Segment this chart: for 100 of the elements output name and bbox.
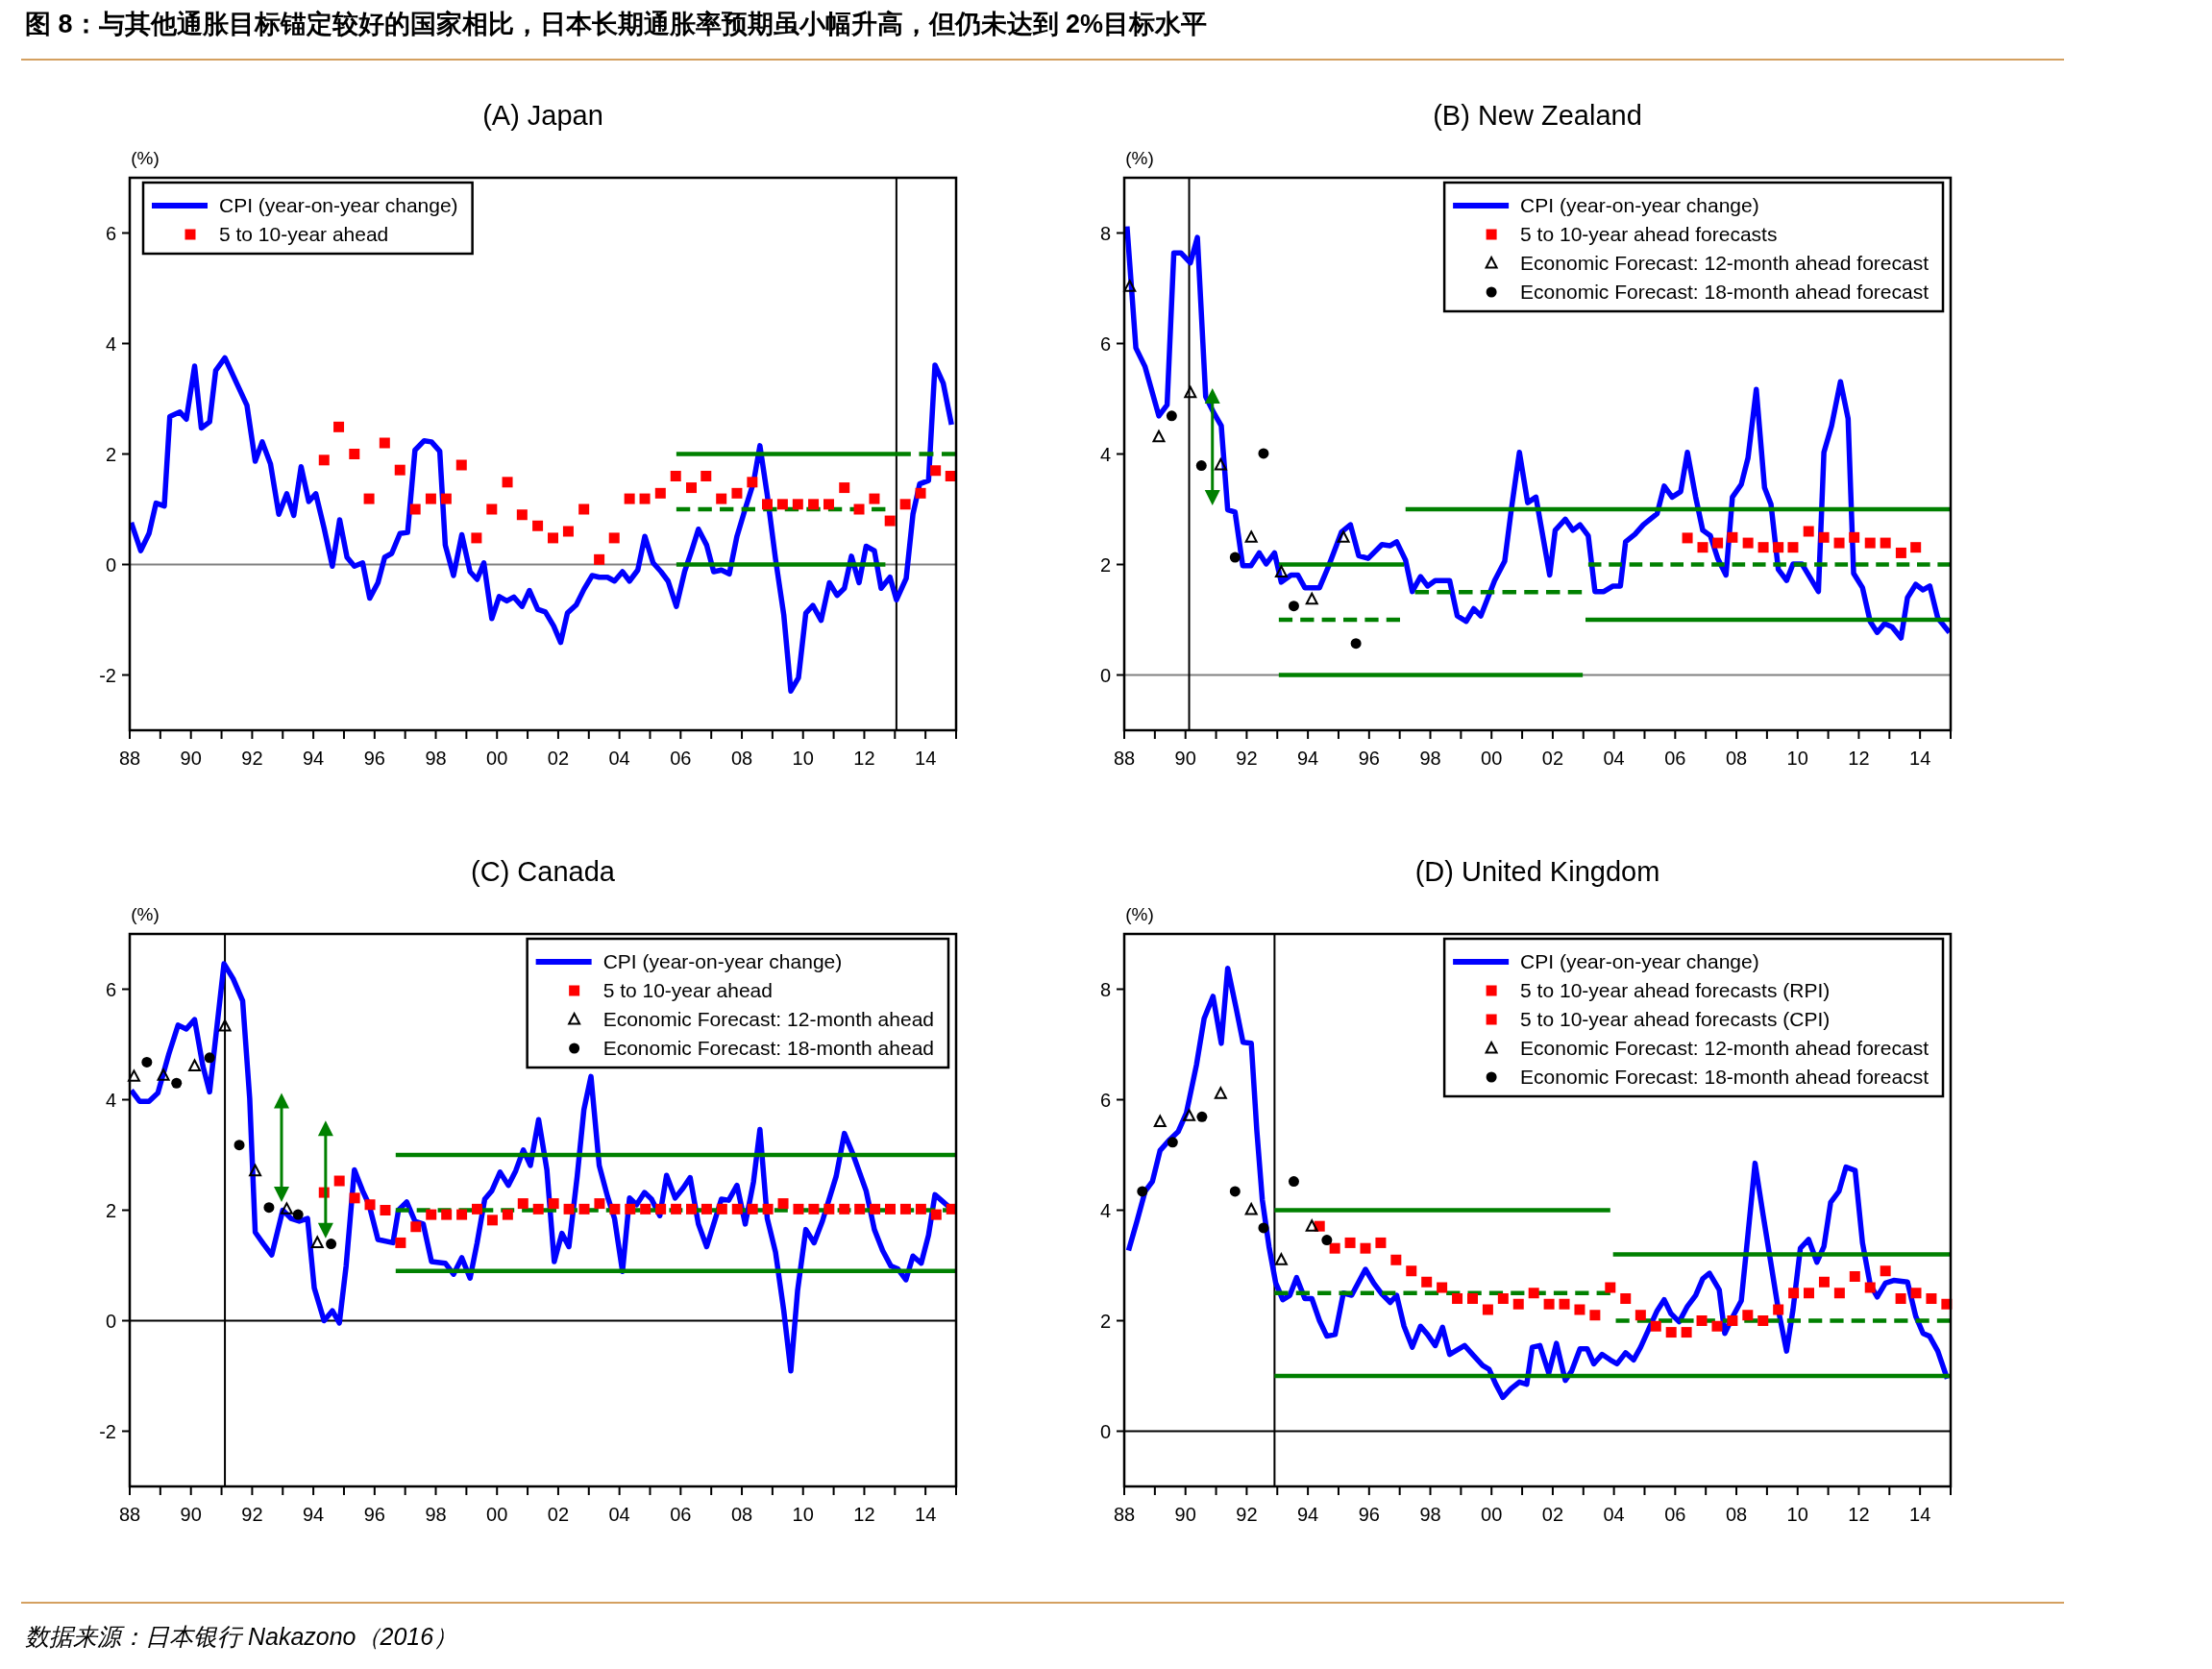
x-tick-label: 98 <box>1419 748 1441 769</box>
y-tick-label: 6 <box>1099 1089 1111 1111</box>
x-tick-label: 00 <box>1481 748 1503 769</box>
x-tick-label: 90 <box>180 1504 202 1525</box>
x-tick-label: 14 <box>915 748 937 769</box>
x-tick-label: 14 <box>1909 748 1931 769</box>
x-tick-label: 92 <box>1236 748 1258 769</box>
x-tick-label: 88 <box>118 1504 141 1525</box>
x-tick-label: 08 <box>730 748 753 769</box>
y-tick-label: 8 <box>1099 978 1111 1000</box>
caption: 图 8：与其他通胀目标锚定较好的国家相比，日本长期通胀率预期虽小幅升高，但仍未达到 2%目标水平 <box>25 10 1208 38</box>
x-tick-label: 00 <box>486 1504 508 1525</box>
legend-label: Economic Forecast: 18-month ahead foreacst <box>1520 1066 1929 1088</box>
legend-label: 5 to 10-year ahead forecasts (RPI) <box>1520 979 1831 1001</box>
legend-label: Economic Forecast: 12-month ahead forecast <box>1520 1037 1929 1059</box>
x-tick-label: 06 <box>1664 1504 1686 1525</box>
x-tick-label: 94 <box>302 748 325 769</box>
x-tick-label: 04 <box>608 748 630 769</box>
x-tick-label: 12 <box>1848 748 1870 769</box>
x-tick-label: 88 <box>1113 748 1136 769</box>
x-tick-label: 10 <box>1786 1504 1808 1525</box>
x-tick-label: 98 <box>425 748 447 769</box>
x-tick-label: 04 <box>1603 748 1625 769</box>
x-tick-label: 92 <box>1236 1504 1258 1525</box>
chart-title: (A) Japan <box>482 100 603 131</box>
source-note: 数据来源：日本银行 Nakazono（2016） <box>25 1623 458 1650</box>
x-tick-label: 02 <box>1541 1504 1564 1525</box>
x-tick-label: 96 <box>363 748 385 769</box>
y-axis-title: (%) <box>131 148 160 168</box>
x-tick-label: 12 <box>853 1504 875 1525</box>
x-tick-label: 08 <box>1725 1504 1748 1525</box>
x-tick-label: 12 <box>853 748 875 769</box>
x-tick-label: 06 <box>670 1504 692 1525</box>
y-tick-label: 0 <box>105 1310 116 1332</box>
y-tick-label: 0 <box>1099 1420 1111 1442</box>
y-tick-label: 2 <box>105 443 116 465</box>
y-axis-title: (%) <box>1125 904 1154 924</box>
chart-title: (C) Canada <box>471 856 616 887</box>
y-tick-label: 0 <box>105 553 116 576</box>
x-tick-label: 08 <box>730 1504 753 1525</box>
x-tick-label: 06 <box>670 748 692 769</box>
y-tick-label: 4 <box>1099 1199 1111 1221</box>
y-tick-label: 4 <box>1099 443 1111 465</box>
x-tick-label: 98 <box>1419 1504 1441 1525</box>
x-tick-label: 90 <box>1174 748 1196 769</box>
x-tick-label: 02 <box>547 1504 570 1525</box>
x-tick-label: 02 <box>547 748 570 769</box>
legend-label: Economic Forecast: 18-month ahead forecast <box>1520 281 1929 303</box>
x-tick-label: 96 <box>1358 1504 1380 1525</box>
legend-label: CPI (year-on-year change) <box>602 950 843 972</box>
y-tick-label: 6 <box>1099 332 1111 355</box>
x-tick-label: 14 <box>1909 1504 1931 1525</box>
x-tick-label: 08 <box>1725 748 1748 769</box>
x-tick-label: 98 <box>425 1504 447 1525</box>
y-tick-label: 4 <box>105 332 116 355</box>
x-tick-label: 06 <box>1664 748 1686 769</box>
x-tick-label: 04 <box>1603 1504 1625 1525</box>
x-tick-label: 00 <box>486 748 508 769</box>
chart-title: (B) New Zealand <box>1433 100 1642 131</box>
x-tick-label: 14 <box>915 1504 937 1525</box>
legend-label: 5 to 10-year ahead forecasts <box>1520 223 1778 245</box>
y-tick-label: -2 <box>99 664 116 686</box>
legend-label: 5 to 10-year ahead forecasts (CPI) <box>1520 1008 1831 1030</box>
y-tick-label: 2 <box>1099 553 1111 576</box>
y-axis-title: (%) <box>131 904 160 924</box>
x-tick-label: 88 <box>118 748 141 769</box>
x-tick-label: 94 <box>1296 748 1319 769</box>
x-tick-label: 92 <box>241 1504 263 1525</box>
y-tick-label: 2 <box>1099 1310 1111 1332</box>
x-tick-label: 96 <box>1358 748 1380 769</box>
legend-label: CPI (year-on-year change) <box>1520 950 1759 972</box>
x-tick-label: 96 <box>363 1504 385 1525</box>
legend-label: Economic Forecast: 12-month ahead forecast <box>1520 252 1929 274</box>
chart-title: (D) United Kingdom <box>1414 856 1660 887</box>
y-tick-label: 4 <box>105 1089 116 1111</box>
y-tick-label: -2 <box>99 1420 116 1442</box>
x-tick-label: 04 <box>608 1504 630 1525</box>
legend-label: 5 to 10-year ahead <box>219 223 389 245</box>
x-tick-label: 94 <box>1296 1504 1319 1525</box>
x-tick-label: 92 <box>241 748 263 769</box>
legend-label: Economic Forecast: 18-month ahead <box>602 1037 934 1059</box>
legend-label: Economic Forecast: 12-month ahead <box>602 1008 934 1030</box>
y-tick-label: 6 <box>105 978 116 1000</box>
legend-label: 5 to 10-year ahead <box>602 979 773 1001</box>
x-tick-label: 12 <box>1848 1504 1870 1525</box>
y-tick-label: 8 <box>1099 222 1111 244</box>
x-tick-label: 10 <box>792 748 814 769</box>
y-tick-label: 6 <box>105 222 116 244</box>
x-tick-label: 00 <box>1481 1504 1503 1525</box>
x-tick-label: 10 <box>792 1504 814 1525</box>
x-tick-label: 94 <box>302 1504 325 1525</box>
y-axis-title: (%) <box>1125 148 1154 168</box>
x-tick-label: 88 <box>1113 1504 1136 1525</box>
x-tick-label: 90 <box>1174 1504 1196 1525</box>
y-tick-label: 2 <box>105 1199 116 1221</box>
legend-label: CPI (year-on-year change) <box>1520 194 1759 216</box>
x-tick-label: 10 <box>1786 748 1808 769</box>
y-tick-label: 0 <box>1099 664 1111 686</box>
x-tick-label: 90 <box>180 748 202 769</box>
legend-label: CPI (year-on-year change) <box>219 194 458 216</box>
